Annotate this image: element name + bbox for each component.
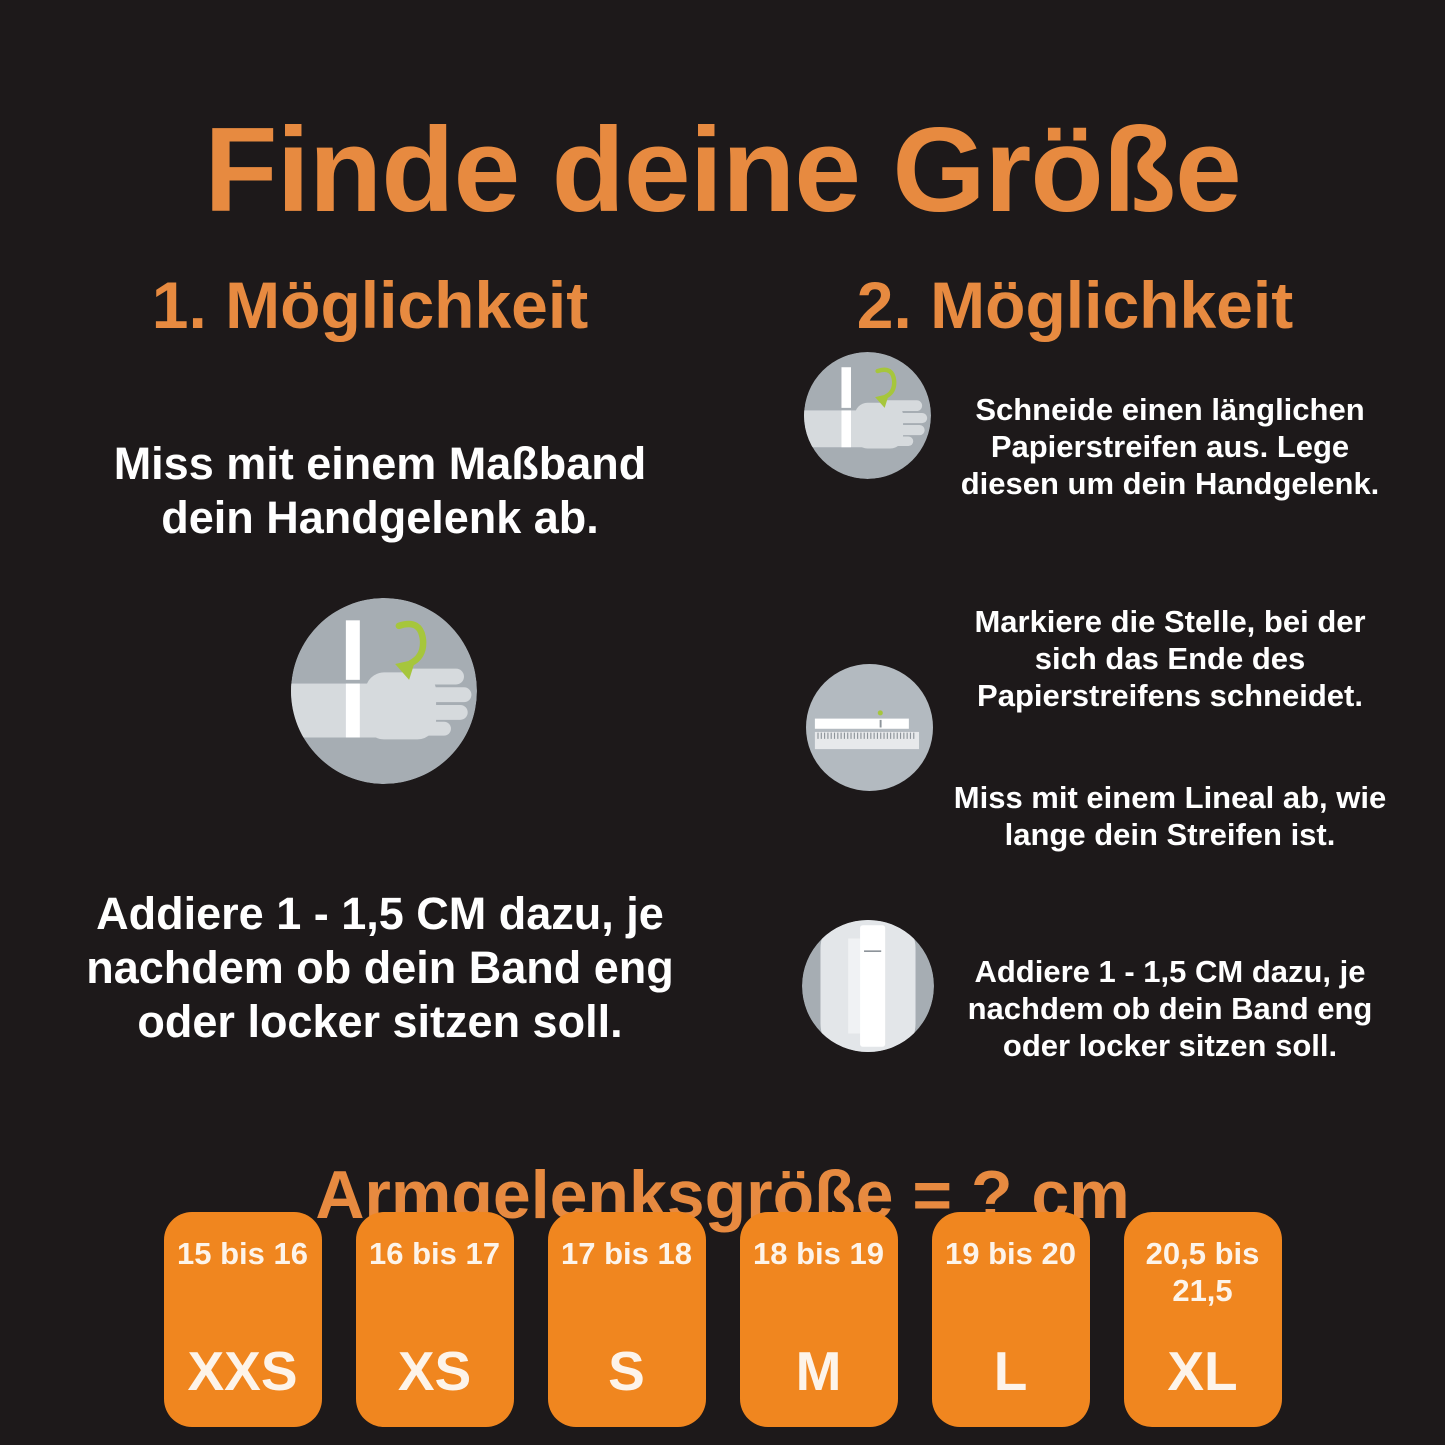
method-1-step-1-text: Miss mit einem Maßband dein Handgelenk a…	[113, 438, 647, 543]
method-1-step-2-text: Addiere 1 - 1,5 CM dazu, je nachdem ob d…	[86, 888, 674, 1047]
paper-strip-icon	[802, 920, 934, 1052]
size-label: M	[795, 1340, 842, 1402]
size-label: XL	[1167, 1340, 1238, 1402]
page-title: Finde deine Größe	[204, 103, 1241, 238]
size-box-l: 19 bis 20 L	[931, 1212, 1090, 1427]
size-box-xxs: 15 bis 16 XXS	[163, 1212, 322, 1427]
size-range: 19 bis 20	[945, 1236, 1076, 1271]
wrist-measure-icon	[804, 352, 931, 479]
size-range: 16 bis 17	[369, 1236, 500, 1271]
size-label: XXS	[187, 1340, 298, 1402]
size-range: 15 bis 16	[177, 1236, 308, 1271]
size-label: L	[993, 1340, 1028, 1402]
method-1-heading: 1. Möglichkeit	[151, 267, 589, 342]
method-2-step-2-mark-text: Markiere die Stelle, bei der sich das En…	[974, 604, 1366, 714]
method-2-heading: 2. Möglichkeit	[856, 267, 1294, 342]
size-box-s: 17 bis 18 S	[547, 1212, 706, 1427]
size-range: 17 bis 18	[561, 1236, 692, 1271]
size-box-m: 18 bis 19 M	[739, 1212, 898, 1427]
size-label: XS	[397, 1340, 472, 1402]
size-box-xl: 20,5 bis 21,5 XL	[1123, 1212, 1282, 1427]
size-box-xs: 16 bis 17 XS	[355, 1212, 514, 1427]
size-label: S	[608, 1340, 645, 1402]
method-2-step-3-text: Addiere 1 - 1,5 CM dazu, je nachdem ob d…	[967, 954, 1373, 1064]
ruler-icon	[806, 664, 933, 791]
method-2-step-1-text: Schneide einen länglichen Papierstreifen…	[960, 392, 1380, 502]
wrist-measure-icon	[291, 598, 477, 784]
size-chart: 15 bis 16 XXS 16 bis 17 XS 17 bis 18 S 1…	[0, 1212, 1445, 1427]
size-range: 18 bis 19	[753, 1236, 884, 1271]
size-range: 20,5 bis 21,5	[1145, 1236, 1260, 1308]
method-2-step-2-measure-text: Miss mit einem Lineal ab, wie lange dein…	[953, 780, 1387, 853]
